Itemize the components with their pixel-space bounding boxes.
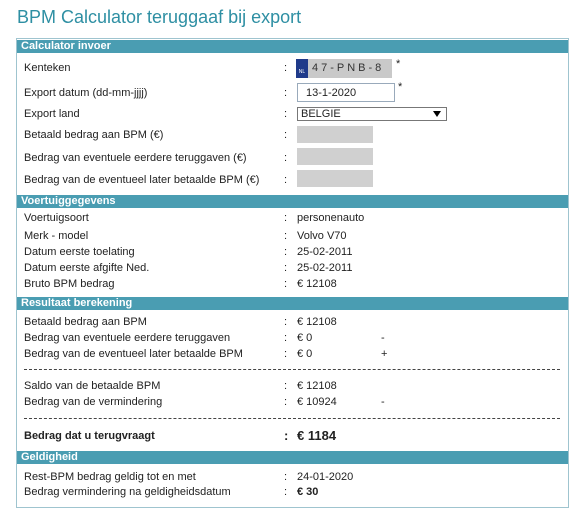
required-mark: *	[398, 81, 403, 93]
row-value: € 12108	[297, 380, 337, 392]
row-value: personenauto	[297, 212, 365, 224]
row-value: € 30	[297, 486, 319, 498]
required-mark: *	[396, 58, 401, 70]
divider	[24, 418, 560, 419]
row-label: Bedrag van de eventueel later betaalde B…	[24, 174, 260, 186]
row-label: Bedrag van de eventueel later betaalde B…	[24, 348, 243, 360]
row-label: Saldo van de betaalde BPM	[24, 380, 161, 392]
row-label: Bedrag van eventuele eerdere teruggaven	[24, 332, 231, 344]
row-value: € 1184	[297, 428, 337, 443]
row-value: € 12108	[297, 278, 337, 290]
row-label: Bruto BPM bedrag	[24, 278, 115, 290]
row-label: Datum eerste afgifte Ned.	[24, 262, 150, 274]
row-sign: -	[381, 332, 385, 344]
row-label: Datum eerste toelating	[24, 246, 135, 258]
row-label: Export land	[24, 108, 80, 120]
country-select[interactable]: BELGIE	[297, 107, 447, 121]
row-value: € 10924	[297, 396, 337, 408]
date-input[interactable]: 13-1-2020	[297, 83, 395, 102]
separator: :	[284, 332, 288, 344]
separator: :	[284, 152, 288, 164]
separator: :	[284, 246, 288, 258]
separator: :	[284, 278, 288, 290]
separator: :	[284, 230, 288, 242]
amount-input[interactable]	[297, 126, 373, 143]
separator: :	[284, 380, 288, 392]
separator: :	[284, 174, 288, 186]
separator: :	[284, 316, 288, 328]
row-value: 24-01-2020	[297, 471, 354, 483]
section-header: Resultaat berekening	[17, 297, 568, 310]
row-label: Voertuigsoort	[24, 212, 89, 224]
divider	[24, 369, 560, 370]
separator: :	[284, 129, 288, 141]
separator: :	[284, 396, 288, 408]
separator: :	[284, 348, 288, 360]
row-value: 25-02-2011	[297, 246, 353, 258]
row-value: Volvo V70	[297, 230, 347, 242]
plate-country: NL	[296, 59, 308, 78]
section-header: Calculator invoer	[17, 40, 568, 53]
plate-text: 47-PNB-8	[312, 62, 385, 74]
row-sign: +	[381, 348, 388, 360]
row-value: 25-02-2011	[297, 262, 353, 274]
row-label: Bedrag van de vermindering	[24, 396, 163, 408]
separator: :	[284, 428, 289, 443]
section-header: Voertuiggegevens	[17, 195, 568, 208]
select-arrow	[433, 111, 441, 117]
row-label: Merk - model	[24, 230, 89, 242]
separator: :	[284, 471, 288, 483]
amount-input[interactable]	[297, 170, 373, 187]
row-label: Rest-BPM bedrag geldig tot en met	[24, 471, 196, 483]
separator: :	[284, 262, 288, 274]
separator: :	[284, 212, 288, 224]
row-label: Kenteken	[24, 62, 71, 74]
row-value: € 0	[297, 348, 313, 360]
row-label: Export datum (dd-mm-jjjj)	[24, 87, 148, 99]
row-sign: -	[381, 396, 385, 408]
row-value: € 0	[297, 332, 313, 344]
page-title: BPM Calculator teruggaaf bij export	[17, 7, 302, 27]
amount-input[interactable]	[297, 148, 373, 165]
row-label: Bedrag van eventuele eerdere teruggaven …	[24, 152, 247, 164]
separator: :	[284, 486, 288, 498]
row-label: Betaald bedrag aan BPM (€)	[24, 129, 164, 141]
row-label: Betaald bedrag aan BPM	[24, 316, 147, 328]
separator: :	[284, 62, 288, 74]
row-value: € 12108	[297, 316, 337, 328]
row-label: Bedrag vermindering na geldigheidsdatum	[24, 486, 231, 498]
form-frame	[16, 38, 569, 508]
separator: :	[284, 108, 288, 120]
separator: :	[284, 87, 288, 99]
section-header: Geldigheid	[17, 451, 568, 464]
plate-input[interactable]	[296, 59, 392, 78]
row-label: Bedrag dat u terugvraagt	[24, 430, 155, 442]
